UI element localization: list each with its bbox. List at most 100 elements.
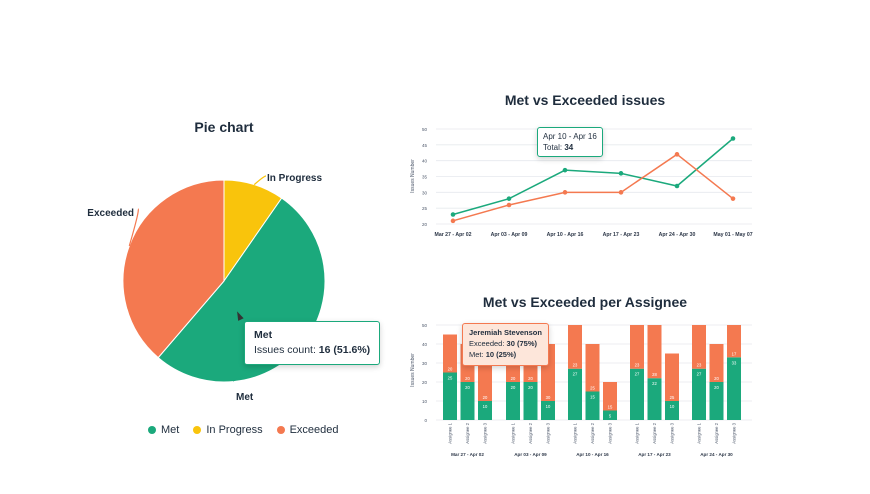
bar-y-tick-label: 20 (422, 380, 428, 385)
bar-segment-exceeded (665, 353, 679, 401)
bar-y-tick-label: 0 (424, 418, 427, 423)
line-x-tick-label: Apr 03 - Apr 09 (491, 232, 528, 238)
bar-tooltip-met-label: Met: (469, 349, 484, 359)
line-series-met (452, 137, 734, 216)
bar-segment-met (665, 401, 679, 420)
bar-segment-met (603, 410, 617, 420)
legend-item-met[interactable]: Met (148, 424, 179, 436)
line-point-met (618, 171, 624, 176)
bar-segment-exceeded (443, 334, 457, 373)
line-tooltip-total-label: Total: (543, 143, 563, 153)
bar-y-axis-label: Issues Number (410, 353, 416, 387)
bar-chart-title: Met vs Exceeded per Assignee (482, 294, 688, 310)
bar-tooltip-exceeded-label: Exceeded: (469, 338, 505, 348)
bar-segment-exceeded (630, 325, 644, 369)
pie-callout-line-in-progress (253, 175, 267, 186)
line-point-exceeded (730, 196, 736, 201)
pie-tooltip-value: 16 (51.6%) (318, 344, 371, 357)
bar-tooltip: Jeremiah Stevenson Exceeded: 30 (75%) Me… (462, 323, 549, 366)
bar-value-label-met: 20 (465, 385, 470, 390)
line-tooltip: Apr 10 - Apr 16 Total: 34 (537, 127, 603, 158)
bar-value-label-met: 20 (528, 385, 533, 390)
bar-segment-exceeded (727, 325, 741, 358)
legend-item-exceeded[interactable]: Exceeded (276, 424, 339, 436)
bar-y-tick-label: 10 (422, 399, 428, 404)
pie-tooltip: Met Issues count: 16 (51.6%) (244, 321, 381, 366)
line-point-met (562, 167, 568, 173)
bar-value-label-exceeded: 25 (590, 386, 595, 391)
bar-value-label-exceeded: 23 (635, 363, 640, 368)
bar-segment-exceeded (585, 344, 600, 392)
bar-value-label-met: 20 (511, 385, 516, 390)
bar-value-label-met: 20 (714, 385, 719, 390)
bar-segment-met (541, 401, 555, 420)
pie-callout-line-exceeded (128, 208, 139, 247)
bar-group-label: Apr 03 - Apr 09 (514, 452, 547, 457)
bar-segment-met (478, 401, 492, 420)
bar-value-label-exceeded: 23 (573, 363, 578, 368)
bar-value-label-met: 15 (590, 395, 595, 400)
bar-x-tick-label: Assignee 3 (546, 422, 551, 443)
pie-callout-label-exceeded: Exceeded (87, 208, 134, 219)
pie-slice-exceeded (122, 179, 225, 359)
legend-label-in-progress: In Progress (206, 424, 263, 436)
bar-segment-met (727, 357, 741, 420)
bar-x-tick-label: Assignee 2 (652, 422, 657, 443)
bar-segment-exceeded (603, 382, 617, 411)
pie-callout-label-in-progress: In Progress (267, 173, 322, 184)
line-point-met (730, 136, 736, 141)
legend-dot-met (148, 426, 156, 434)
line-point-exceeded (618, 190, 624, 195)
line-x-tick-label: Apr 24 - Apr 30 (659, 232, 696, 238)
legend-label-exceeded: Exceeded (289, 424, 339, 436)
bar-segment-met (443, 372, 457, 420)
bar-x-tick-label: Assignee 3 (670, 422, 675, 443)
line-y-tick-label: 35 (422, 175, 428, 180)
line-point-met (674, 183, 680, 189)
line-y-tick-label: 50 (422, 127, 428, 132)
bar-value-label-met: 27 (573, 372, 578, 377)
bar-x-tick-label: Assignee 1 (697, 422, 702, 443)
line-point-exceeded (562, 190, 568, 195)
bar-tooltip-exceeded-value: 30 (75%) (506, 338, 537, 348)
bar-group-label: Apr 10 - Apr 16 (576, 452, 609, 457)
bar-segment-met (460, 382, 475, 420)
bar-segment-met (647, 378, 662, 420)
bar-value-label-exceeded: 30 (546, 395, 551, 400)
pie-chart-title: Pie chart (194, 119, 254, 135)
bar-tooltip-name: Jeremiah Stevenson (469, 328, 542, 337)
bar-x-tick-label: Assignee 1 (448, 422, 453, 443)
line-tooltip-total-value: 34 (564, 143, 574, 153)
bar-x-tick-label: Assignee 2 (714, 422, 719, 443)
bar-segment-met (568, 368, 582, 420)
line-point-exceeded (506, 202, 512, 208)
bar-segment-met (523, 382, 538, 420)
bar-value-label-exceeded: 20 (714, 376, 719, 381)
bar-value-label-exceeded: 20 (511, 376, 516, 381)
bar-segment-exceeded (647, 325, 662, 379)
bar-x-tick-label: Assignee 2 (465, 422, 470, 443)
line-x-tick-label: Mar 27 - Apr 02 (435, 232, 472, 238)
line-point-exceeded (674, 152, 680, 157)
legend-dot-in-progress (193, 426, 202, 434)
line-point-met (506, 196, 512, 201)
line-tooltip-range: Apr 10 - Apr 16 (543, 132, 597, 141)
bar-segment-exceeded (692, 325, 706, 369)
legend-item-in-progress[interactable]: In Progress (193, 424, 263, 436)
bar-x-tick-label: Assignee 1 (635, 422, 640, 443)
bar-group-label: Apr 24 - Apr 30 (700, 452, 733, 457)
bar-value-label-met: 5 (609, 414, 612, 419)
bar-value-label-met: 10 (546, 404, 551, 409)
legend-label-met: Met (161, 424, 180, 436)
bar-value-label-met: 27 (635, 372, 640, 377)
bar-x-tick-label: Assignee 3 (732, 422, 737, 443)
bar-y-tick-label: 50 (422, 323, 428, 328)
line-x-tick-label: Apr 17 - Apr 23 (603, 232, 640, 238)
bar-tooltip-met-value: 10 (25%) (485, 349, 517, 359)
bar-x-tick-label: Assignee 2 (528, 422, 533, 443)
pie-chart: Met In Progress Exceeded (87, 173, 326, 403)
pie-legend: Met In Progress Exceeded (148, 424, 339, 436)
bar-segment-met (709, 382, 724, 420)
bar-x-tick-label: Assignee 1 (511, 422, 516, 443)
bar-value-label-exceeded: 15 (608, 405, 613, 410)
